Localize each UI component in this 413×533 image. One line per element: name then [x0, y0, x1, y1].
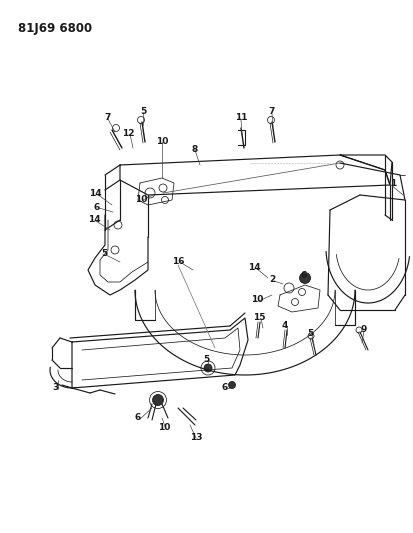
- Text: 9: 9: [360, 326, 366, 335]
- Circle shape: [228, 382, 235, 389]
- Text: 5: 5: [202, 356, 209, 365]
- Text: 12: 12: [121, 128, 134, 138]
- Text: 14: 14: [88, 215, 100, 224]
- Text: 7: 7: [268, 108, 275, 117]
- Circle shape: [299, 272, 310, 284]
- Text: 10: 10: [157, 424, 170, 432]
- Text: 1: 1: [389, 179, 395, 188]
- Text: 10: 10: [155, 136, 168, 146]
- Text: 11: 11: [234, 114, 247, 123]
- Text: 6: 6: [300, 271, 306, 280]
- Text: 6: 6: [221, 384, 228, 392]
- Text: 5: 5: [306, 329, 312, 338]
- Text: 6: 6: [94, 203, 100, 212]
- Text: 6: 6: [135, 414, 141, 423]
- Text: 8: 8: [191, 144, 198, 154]
- Text: 5: 5: [140, 107, 146, 116]
- Text: 3: 3: [53, 384, 59, 392]
- Text: 13: 13: [189, 432, 202, 441]
- Text: 16: 16: [171, 256, 184, 265]
- Text: 14: 14: [247, 262, 260, 271]
- Circle shape: [204, 364, 211, 372]
- Text: 4: 4: [281, 321, 287, 330]
- Circle shape: [152, 394, 163, 406]
- Text: 10: 10: [135, 195, 147, 204]
- Text: 14: 14: [88, 189, 101, 198]
- Text: 7: 7: [104, 114, 111, 123]
- Text: 10: 10: [250, 295, 263, 304]
- Text: 15: 15: [252, 313, 265, 322]
- Text: 2: 2: [268, 276, 275, 285]
- Text: 81J69 6800: 81J69 6800: [18, 22, 92, 35]
- Text: 5: 5: [101, 249, 107, 259]
